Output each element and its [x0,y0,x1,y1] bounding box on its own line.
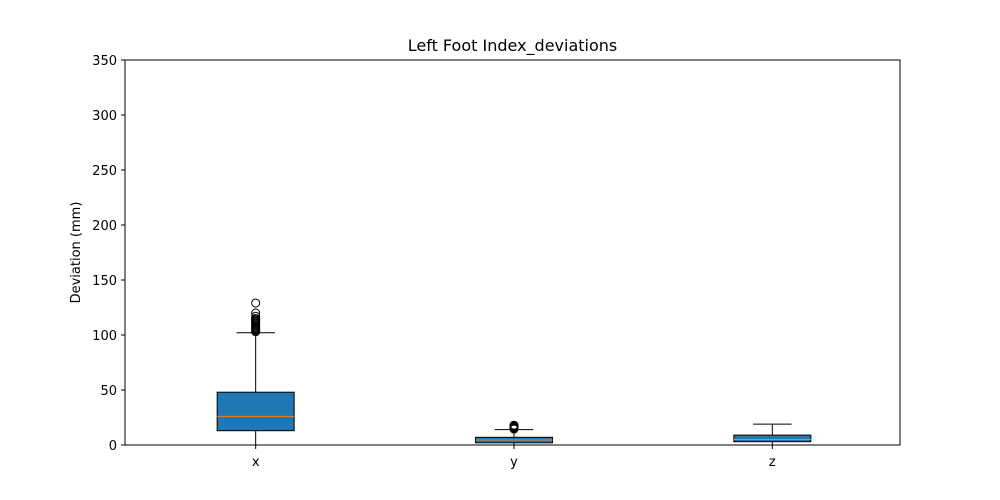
y-tick-label: 50 [100,384,117,399]
y-axis-ticks: 0 50 100 150 200 250 300 350 [92,54,125,454]
outlier-point [251,308,261,318]
x-tick-label-z: z [769,455,776,470]
box-iqr [216,391,295,432]
y-tick-label: 0 [109,439,117,454]
box-y [475,420,553,446]
outlier-point [251,298,261,308]
y-tick-label: 300 [92,109,117,124]
plot-area-frame [124,59,901,446]
y-tick-label: 150 [92,274,117,289]
outlier-point [509,420,519,430]
y-tick-label: 350 [92,54,117,69]
outlier-point [251,311,261,321]
x-tick-label-x: x [252,455,260,470]
y-tick-label: 250 [92,164,117,179]
x-tick-label-y: y [510,455,518,470]
box-z [733,423,812,446]
box-iqr [733,434,812,443]
chart-title: Left Foot Index_deviations [408,36,618,56]
box-x [216,298,295,446]
y-axis-label: Deviation (mm) [69,202,84,304]
box-series [216,298,812,446]
y-tick-label: 100 [92,329,117,344]
x-axis-ticks: x y z [252,445,776,470]
y-tick-label: 200 [92,219,117,234]
outlier-point [251,314,261,323]
